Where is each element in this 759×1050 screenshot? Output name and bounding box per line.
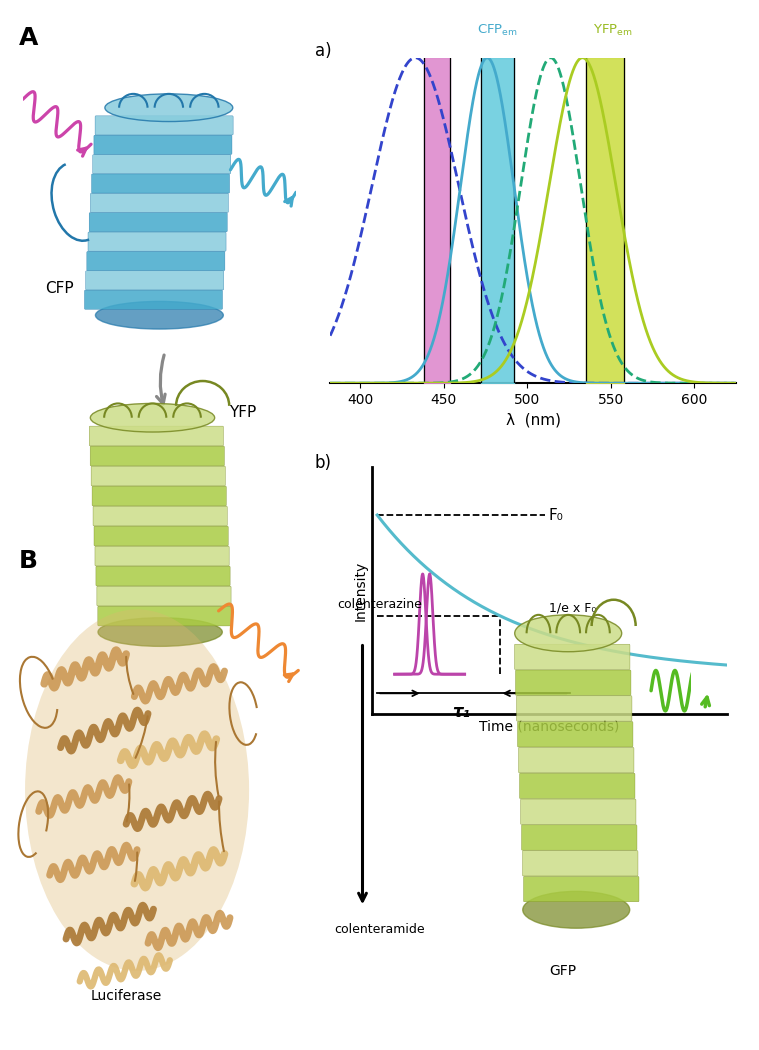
Ellipse shape bbox=[98, 617, 222, 647]
FancyBboxPatch shape bbox=[94, 526, 228, 546]
FancyBboxPatch shape bbox=[90, 213, 227, 232]
FancyBboxPatch shape bbox=[95, 116, 233, 135]
Text: F₀: F₀ bbox=[549, 507, 563, 523]
FancyBboxPatch shape bbox=[95, 546, 229, 566]
Text: a): a) bbox=[315, 42, 332, 60]
FancyBboxPatch shape bbox=[92, 486, 226, 506]
FancyBboxPatch shape bbox=[93, 506, 227, 526]
Ellipse shape bbox=[523, 891, 630, 928]
Text: CFP$_{\mathregular{em}}$: CFP$_{\mathregular{em}}$ bbox=[477, 23, 518, 38]
FancyBboxPatch shape bbox=[84, 290, 222, 310]
FancyBboxPatch shape bbox=[91, 466, 225, 486]
Text: GFP: GFP bbox=[550, 964, 577, 978]
Ellipse shape bbox=[515, 615, 622, 652]
X-axis label: Time (nanoseconds): Time (nanoseconds) bbox=[480, 719, 619, 734]
Ellipse shape bbox=[25, 609, 249, 971]
FancyBboxPatch shape bbox=[521, 825, 637, 851]
FancyBboxPatch shape bbox=[515, 645, 630, 670]
FancyBboxPatch shape bbox=[92, 174, 229, 193]
Text: CFP: CFP bbox=[45, 280, 74, 296]
FancyBboxPatch shape bbox=[90, 193, 228, 212]
Text: b): b) bbox=[315, 454, 332, 471]
FancyBboxPatch shape bbox=[90, 426, 223, 446]
Text: YFP: YFP bbox=[229, 405, 257, 420]
FancyBboxPatch shape bbox=[94, 135, 232, 154]
Text: 1/e x F₀: 1/e x F₀ bbox=[549, 601, 596, 614]
FancyBboxPatch shape bbox=[517, 696, 632, 721]
Text: colenterazine: colenterazine bbox=[337, 598, 422, 611]
FancyBboxPatch shape bbox=[518, 721, 633, 747]
FancyBboxPatch shape bbox=[88, 232, 226, 251]
FancyBboxPatch shape bbox=[518, 748, 634, 773]
Ellipse shape bbox=[90, 403, 215, 432]
X-axis label: λ  (nm): λ (nm) bbox=[505, 413, 561, 427]
FancyBboxPatch shape bbox=[97, 586, 231, 606]
FancyBboxPatch shape bbox=[93, 154, 231, 173]
FancyBboxPatch shape bbox=[515, 670, 631, 695]
FancyBboxPatch shape bbox=[96, 566, 230, 586]
FancyBboxPatch shape bbox=[90, 446, 225, 466]
FancyBboxPatch shape bbox=[522, 850, 638, 876]
FancyBboxPatch shape bbox=[87, 251, 225, 271]
FancyBboxPatch shape bbox=[524, 877, 639, 902]
Text: Luciferase: Luciferase bbox=[90, 989, 162, 1003]
Text: YFP$_{\mathregular{em}}$: YFP$_{\mathregular{em}}$ bbox=[594, 23, 633, 38]
Ellipse shape bbox=[96, 301, 223, 329]
Ellipse shape bbox=[105, 93, 233, 122]
FancyBboxPatch shape bbox=[521, 799, 636, 824]
Text: A: A bbox=[19, 26, 39, 50]
Text: colenteramide: colenteramide bbox=[334, 923, 425, 937]
Text: τ₁: τ₁ bbox=[452, 702, 470, 721]
FancyBboxPatch shape bbox=[98, 606, 232, 626]
FancyBboxPatch shape bbox=[519, 773, 635, 799]
FancyBboxPatch shape bbox=[86, 271, 224, 290]
Y-axis label: Intensity: Intensity bbox=[354, 561, 368, 621]
Text: B: B bbox=[19, 549, 38, 573]
